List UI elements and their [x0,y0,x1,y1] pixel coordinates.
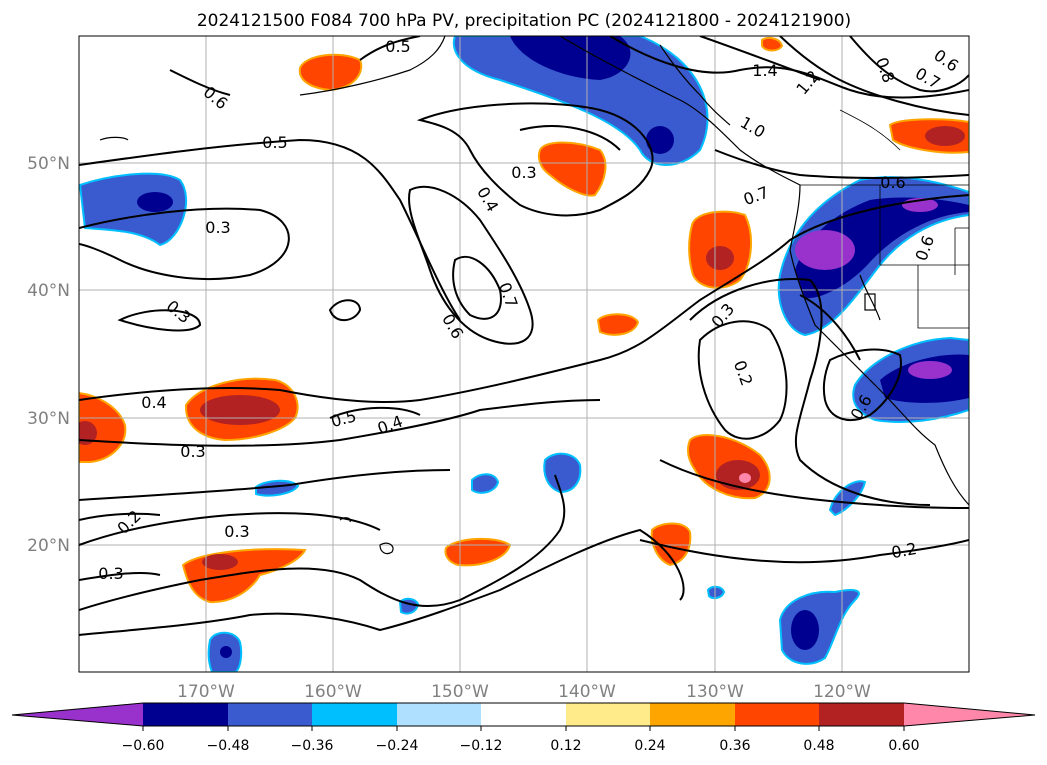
latitude-labels: 50°N 40°N 30°N 20°N [27,154,70,556]
lon-label-140w: 140°W [558,682,616,702]
colorbar-bin [735,703,819,726]
lat-label-40n: 40°N [27,281,70,301]
lat-label-20n: 20°N [27,536,70,556]
colorbar-bin [481,703,566,726]
lat-label-50n: 50°N [27,154,70,174]
colorbar-tick-label: 0.60 [888,738,919,754]
pv-contours [79,36,969,636]
colorbar-bin [143,703,228,726]
contour-label: 0.3 [511,163,536,182]
colorbar-tick-label: 0.48 [803,738,834,754]
lat-label-30n: 30°N [27,409,70,429]
contour-label: 0.5 [262,133,287,152]
colorbar-bin [650,703,735,726]
lon-label-160w: 160°W [304,682,362,702]
colorbar-bin [312,703,397,726]
colorbar-tick-label: −0.48 [207,738,250,754]
longitude-labels: 170°W 160°W 150°W 140°W 130°W 120°W [177,682,871,702]
colorbar: −0.60 −0.48 −0.36 −0.24 −0.12 0.12 0.24 … [11,702,1036,754]
colorbar-bin [566,703,650,726]
lon-label-130w: 130°W [686,682,744,702]
lon-label-150w: 150°W [431,682,489,702]
colorbar-bin [819,703,904,726]
colorbar-tick-label: −0.60 [122,738,165,754]
colorbar-tick-label: 0.36 [719,738,750,754]
graticule [79,36,969,672]
coastlines [99,36,969,555]
contour-label: 0.3 [98,564,123,583]
contour-label: 0.6 [880,173,905,192]
colorbar-tick-label: −0.24 [376,738,419,754]
lon-label-120w: 120°W [813,682,871,702]
borders [800,109,969,329]
contour-label: 0.3 [205,218,230,237]
contour-label: 0.3 [180,442,205,461]
contour-label: 1.4 [752,61,777,80]
colorbar-tick-label: 0.24 [634,738,665,754]
map-frame [78,35,970,673]
contour-label: 0.3 [224,522,249,541]
colorbar-bin [228,703,312,726]
map-title: 2024121500 F084 700 hPa PV, precipitatio… [197,11,851,31]
contour-label: 0.4 [141,393,166,412]
map-area: 0.5 0.6 0.5 0.3 0.3 0.4 0.3 0.2 0.3 0.3 … [79,36,969,672]
colorbar-tick-label: −0.12 [460,738,503,754]
lon-label-170w: 170°W [177,682,235,702]
colorbar-tick-label: 0.12 [550,738,581,754]
contour-label: 0.2 [890,539,918,562]
colorbar-extend-low [12,703,143,726]
precipitation-shading [79,36,969,672]
colorbar-bin [397,703,481,726]
colorbar-extend-high [904,703,1035,726]
colorbar-tick-label: −0.36 [291,738,334,754]
contour-label: 0.5 [385,37,410,56]
